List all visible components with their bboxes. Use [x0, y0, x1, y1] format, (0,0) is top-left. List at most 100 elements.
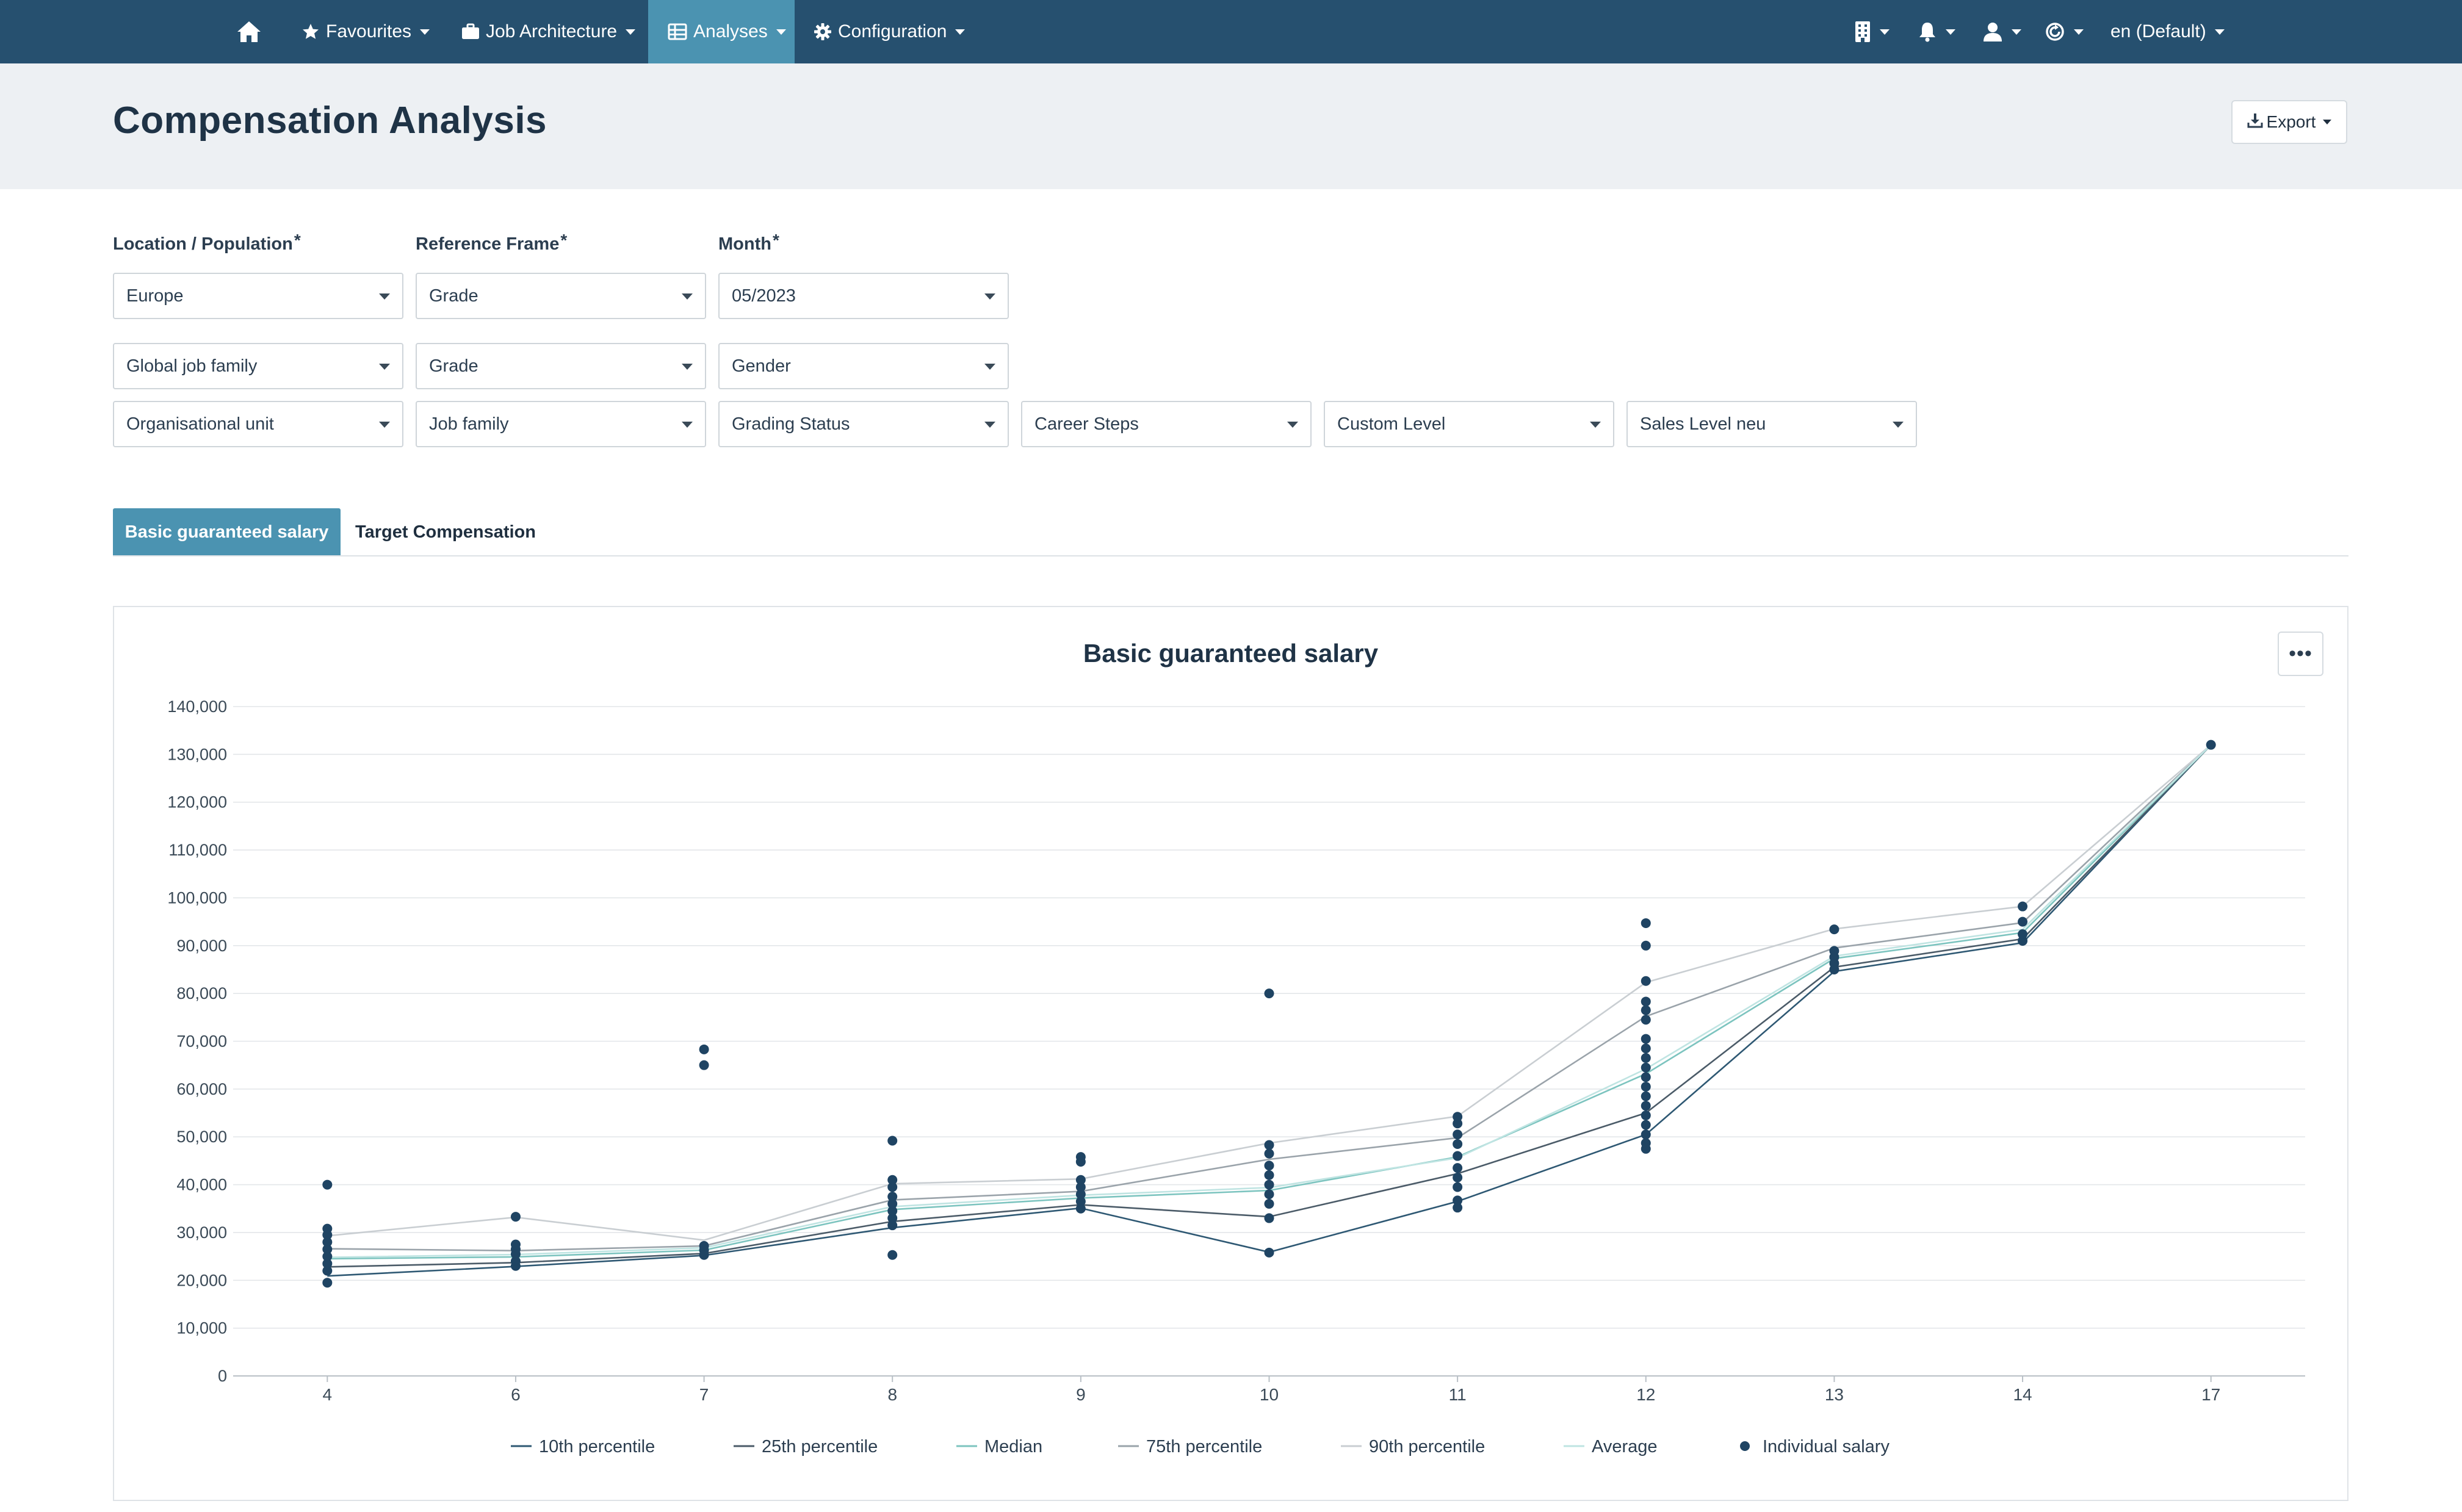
individual-salary-point: [1453, 1151, 1463, 1161]
y-tick-label: 20,000: [176, 1271, 227, 1289]
y-tick-label: 80,000: [176, 984, 227, 1003]
notifications-menu[interactable]: [1918, 0, 1955, 63]
custom-level-select[interactable]: Custom Level: [1324, 401, 1614, 447]
individual-salary-point: [2018, 935, 2028, 946]
chevron-down-icon: [2214, 29, 2225, 35]
chevron-down-icon: [2074, 29, 2084, 35]
legend-label: Average: [1592, 1437, 1658, 1456]
bell-icon: [1918, 21, 1937, 42]
nav-favourites-label: Favourites: [326, 21, 412, 41]
organisational-unit-select[interactable]: Organisational unit: [113, 401, 403, 447]
chevron-down-icon: [1287, 422, 1298, 428]
nav-job-architecture[interactable]: Job Architecture: [461, 0, 636, 63]
x-tick-label: 13: [1825, 1385, 1844, 1404]
chevron-down-icon: [682, 364, 693, 370]
x-tick-label: 9: [1076, 1385, 1086, 1404]
individual-salary-point: [1453, 1129, 1463, 1140]
chevron-down-icon: [1880, 29, 1890, 35]
x-tick-label: 10: [1260, 1385, 1279, 1404]
individual-salary-point: [1453, 1163, 1463, 1173]
individual-salary-point: [322, 1265, 333, 1276]
individual-salary-point: [699, 1240, 709, 1251]
nav-analyses[interactable]: Analyses: [648, 0, 795, 63]
individual-salary-point: [2206, 740, 2216, 750]
individual-salary-point: [1075, 1196, 1086, 1206]
individual-salary-point: [1641, 996, 1651, 1007]
briefcase-icon: [461, 23, 480, 40]
nav-favourites[interactable]: Favourites: [301, 0, 430, 63]
individual-salary-point: [1641, 1072, 1651, 1082]
refresh-menu[interactable]: [2045, 0, 2084, 63]
individual-salary-point: [2018, 916, 2028, 927]
individual-salary-point: [1264, 1189, 1274, 1200]
individual-salary-point: [887, 1136, 898, 1146]
individual-salary-point: [1641, 1091, 1651, 1101]
chevron-down-icon: [776, 29, 786, 35]
individual-salary-point: [887, 1182, 898, 1192]
home-button[interactable]: [232, 0, 266, 63]
y-tick-label: 60,000: [176, 1080, 227, 1098]
individual-salary-point: [1641, 1053, 1651, 1063]
individual-salary-point: [1641, 1062, 1651, 1073]
location-label: Location / Population*: [113, 231, 301, 254]
sales-level-select[interactable]: Sales Level neu: [1626, 401, 1917, 447]
reference-frame-select[interactable]: Grade: [416, 273, 706, 319]
month-select[interactable]: 05/2023: [718, 273, 1009, 319]
global-job-family-select[interactable]: Global job family: [113, 343, 403, 389]
individual-salary-point: [1264, 1140, 1274, 1150]
individual-salary-point: [1641, 1015, 1651, 1025]
y-tick-label: 40,000: [176, 1176, 227, 1194]
salary-chart: 0 10,000 20,000 30,000 40,000 50,000 60,000 70,…: [167, 697, 2305, 1456]
individual-salary-point: [1453, 1195, 1463, 1206]
individual-salary-point: [1075, 1182, 1086, 1192]
chevron-down-icon: [955, 29, 966, 35]
gender-select[interactable]: Gender: [718, 343, 1009, 389]
nav-configuration[interactable]: Configuration: [814, 0, 966, 63]
table-icon: [668, 23, 687, 40]
y-tick-label: 50,000: [176, 1128, 227, 1146]
individual-salary-point: [1641, 1081, 1651, 1092]
career-steps-select[interactable]: Career Steps: [1021, 401, 1312, 447]
chevron-down-icon: [379, 293, 390, 300]
grade-select[interactable]: Grade: [416, 343, 706, 389]
language-label: en (Default): [2110, 21, 2206, 41]
location-select[interactable]: Europe: [113, 273, 403, 319]
location-value: Europe: [126, 286, 184, 306]
job-family-select[interactable]: Job family: [416, 401, 706, 447]
individual-salary-point: [1075, 1203, 1086, 1214]
tab-basic-guaranteed-salary[interactable]: Basic guaranteed salary: [113, 508, 341, 556]
legend-label: 75th percentile: [1146, 1437, 1262, 1456]
y-tick-label: 10,000: [176, 1319, 227, 1337]
star-icon: [301, 23, 320, 41]
chevron-down-icon: [1893, 422, 1904, 428]
individual-salary-point: [1075, 1175, 1086, 1185]
individual-salary-point: [1641, 940, 1651, 951]
chevron-down-icon: [420, 29, 430, 35]
language-menu[interactable]: en (Default): [2110, 0, 2225, 63]
y-tick-label: 0: [218, 1367, 227, 1385]
individual-salary-point: [1641, 918, 1651, 928]
individual-salary-point: [1264, 1161, 1274, 1171]
user-menu[interactable]: [1982, 0, 2021, 63]
grading-status-select[interactable]: Grading Status: [718, 401, 1009, 447]
individual-salary-point: [699, 1060, 709, 1070]
tab-target-compensation[interactable]: Target Compensation: [355, 522, 536, 542]
export-button[interactable]: Export: [2231, 100, 2347, 144]
y-tick-label: 90,000: [176, 937, 227, 955]
individual-salary-point: [1641, 976, 1651, 986]
individual-salary-point: [1641, 1129, 1651, 1140]
building-menu[interactable]: [1854, 0, 1890, 63]
individual-salary-point: [1829, 946, 1839, 956]
page-header: Compensation Analysis Export: [0, 63, 2462, 189]
individual-salary-point: [1641, 1005, 1651, 1015]
individual-salary-point: [1453, 1118, 1463, 1129]
individual-salary-point: [322, 1258, 333, 1269]
individual-salary-point: [1453, 1172, 1463, 1183]
chevron-down-icon: [682, 293, 693, 300]
individual-salary-point: [1264, 1247, 1274, 1258]
legend-swatch: [1740, 1441, 1750, 1451]
chart-menu-button[interactable]: •••: [2278, 632, 2323, 676]
individual-salary-point: [322, 1278, 333, 1288]
individual-salary-point: [1641, 1101, 1651, 1111]
individual-salary-point: [1829, 924, 1839, 935]
